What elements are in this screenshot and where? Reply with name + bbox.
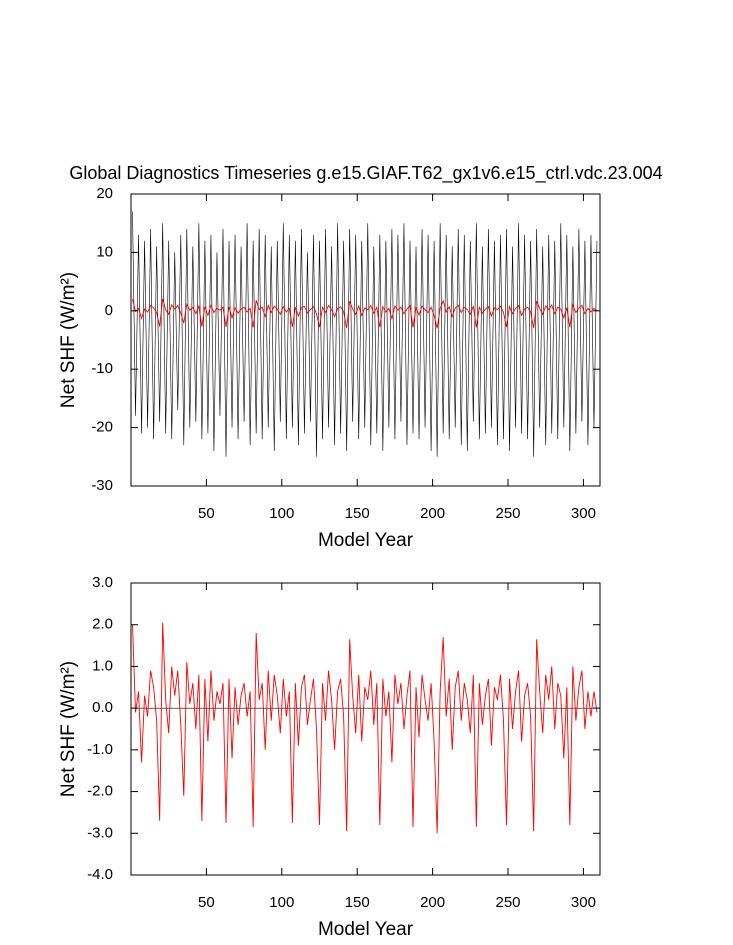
x-tick-label: 250 xyxy=(495,894,520,911)
y-tick-label: 0 xyxy=(105,302,113,319)
y-tick-label: -10 xyxy=(91,360,113,377)
y-tick-label: -3.0 xyxy=(87,824,113,841)
y-tick-label: 1.0 xyxy=(92,657,113,674)
y-tick-label: -1.0 xyxy=(87,741,113,758)
data-line xyxy=(132,298,598,329)
y-tick-label: -30 xyxy=(91,477,113,494)
y-tick-label: -4.0 xyxy=(87,866,113,883)
x-tick-label: 300 xyxy=(571,894,596,911)
y-tick-label: 20 xyxy=(96,185,113,202)
x-axis-label: Model Year xyxy=(318,919,414,940)
x-tick-label: 100 xyxy=(269,505,294,522)
y-axis-label: Net SHF (W/m²) xyxy=(58,272,79,408)
y-tick-label: 10 xyxy=(96,243,113,260)
x-tick-label: 300 xyxy=(571,505,596,522)
y-axis-label: Net SHF (W/m²) xyxy=(58,661,79,797)
data-line xyxy=(132,622,598,834)
x-axis-label: Model Year xyxy=(318,530,414,551)
x-tick-label: 250 xyxy=(495,505,520,522)
x-tick-label: 50 xyxy=(198,505,215,522)
y-tick-label: 0.0 xyxy=(92,699,113,716)
plot-frame xyxy=(130,193,601,487)
x-tick-label: 200 xyxy=(420,894,445,911)
x-tick-label: 150 xyxy=(345,505,370,522)
y-tick-label: 2.0 xyxy=(92,616,113,633)
plot-frame xyxy=(130,582,601,876)
x-tick-label: 150 xyxy=(345,894,370,911)
x-tick-label: 50 xyxy=(198,894,215,911)
y-tick-label: -20 xyxy=(91,419,113,436)
chart-title: Global Diagnostics Timeseries g.e15.GIAF… xyxy=(69,163,662,184)
x-tick-label: 200 xyxy=(420,505,445,522)
y-tick-label: 3.0 xyxy=(92,574,113,591)
x-tick-label: 100 xyxy=(269,894,294,911)
data-line xyxy=(132,211,598,457)
y-tick-label: -2.0 xyxy=(87,783,113,800)
